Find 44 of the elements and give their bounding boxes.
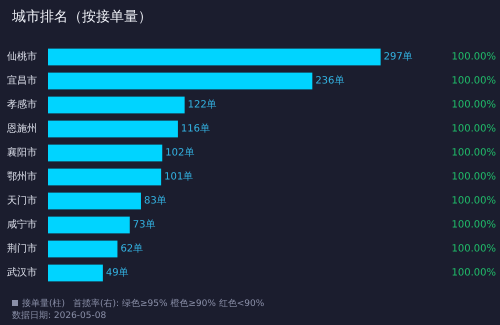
y-tick-label: 荆门市 <box>7 242 37 255</box>
text: 100.00% <box>452 196 496 207</box>
y-tick-label: 襄阳市 <box>7 146 37 159</box>
y-tick-label: 恩施州 <box>6 122 37 135</box>
data-label: 62单 <box>120 242 144 255</box>
text: 100.00% <box>452 148 496 159</box>
y-tick-label: 鄂州市 <box>7 170 37 183</box>
data-label: 101单 <box>164 170 194 183</box>
data-label: 73单 <box>132 218 156 231</box>
data-label: 297单 <box>384 50 413 63</box>
data-label: 122单 <box>188 98 217 111</box>
bar <box>48 216 130 234</box>
y-tick-label: 仙桃市 <box>7 50 37 63</box>
y-tick-label: 孝感市 <box>7 98 37 111</box>
text: 首揽率(右): 绿色≥95% 橙色≥90% 红色<90% <box>73 299 264 309</box>
text: 100.00% <box>452 244 496 255</box>
chart-title: 城市排名（按接单量） <box>12 8 152 26</box>
text: 数据日期: 2026-05-08 <box>12 310 108 322</box>
text: 100.00% <box>452 172 496 183</box>
text: 100.00% <box>452 76 496 87</box>
data-label: 49单 <box>106 266 129 279</box>
bar <box>48 120 178 138</box>
bar <box>48 96 185 114</box>
series-label: 接单量(柱) <box>22 299 66 309</box>
bar <box>48 240 118 258</box>
bar <box>48 192 141 210</box>
data-label: 83单 <box>144 194 167 207</box>
data-label: 236单 <box>315 74 344 87</box>
bar <box>48 264 103 282</box>
text: 100.00% <box>452 268 496 279</box>
text: 100.00% <box>452 100 496 111</box>
text: 100.00% <box>452 124 496 135</box>
data-label: 116单 <box>180 122 210 135</box>
text: 100.00% <box>452 52 496 63</box>
y-tick-label: 宜昌市 <box>7 74 37 87</box>
y-tick-label: 武汉市 <box>7 266 37 279</box>
bar <box>48 72 312 90</box>
bar <box>48 48 381 66</box>
bar <box>48 168 162 186</box>
text: 100.00% <box>452 220 496 231</box>
y-tick-label: 天门市 <box>7 194 37 207</box>
bar <box>48 144 162 162</box>
y-tick-label: 咸宁市 <box>7 218 37 231</box>
data-label: 102单 <box>165 146 194 159</box>
